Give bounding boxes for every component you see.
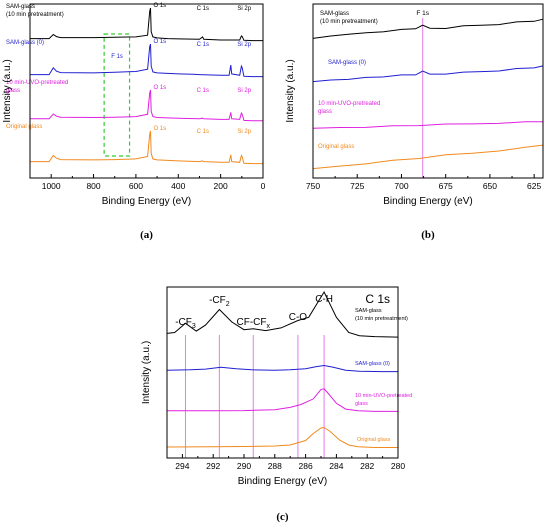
marker-label-main: -CF <box>209 295 226 306</box>
x-tick-label: 292 <box>206 461 220 471</box>
x-axis-label: Binding Energy (eV) <box>238 476 328 487</box>
x-tick-label: 675 <box>439 181 453 191</box>
peak-label: F 1s <box>111 54 123 60</box>
panel-label: (b) <box>421 229 435 241</box>
peak-label: Si 2p <box>237 42 251 48</box>
peak-label: O 1s <box>154 3 167 9</box>
x-tick-label: 284 <box>329 461 343 471</box>
series-label: (10 min pretreatment) <box>355 316 408 322</box>
peak-label: C 1s <box>197 42 209 48</box>
peak-label: O 1s <box>154 126 167 132</box>
panel-label: (a) <box>140 229 153 241</box>
y-axis-label: Intensity (a.u.) <box>2 59 13 122</box>
series-line <box>30 130 263 165</box>
marker-label-sub: 3 <box>192 323 196 330</box>
x-axis-label: Binding Energy (eV) <box>383 196 473 207</box>
x-tick-label: 200 <box>214 181 228 191</box>
x-tick-label: 400 <box>171 181 185 191</box>
axes-frame <box>312 3 544 179</box>
x-tick-label: 650 <box>483 181 497 191</box>
x-tick-label: 288 <box>268 461 282 471</box>
series-line <box>312 65 544 83</box>
marker-label-main: -CF <box>175 317 192 328</box>
x-tick-label: 600 <box>129 181 143 191</box>
marker-label-main: F 1s <box>416 10 429 17</box>
series-line <box>166 364 398 373</box>
marker-label: C-H <box>315 294 333 305</box>
series-label: SAM-glass (0) <box>355 361 390 367</box>
series-label: glass <box>355 401 368 407</box>
marker-label-sub: x <box>266 323 270 330</box>
x-tick-label: 282 <box>360 461 374 471</box>
peak-label: O 1s <box>154 85 167 91</box>
peak-label: C 1s <box>197 88 209 94</box>
x-tick-label: 800 <box>86 181 100 191</box>
x-tick-label: 294 <box>175 461 189 471</box>
x-tick-label: 725 <box>350 181 364 191</box>
chart-title: C 1s <box>365 292 390 306</box>
chart-panel-2: F 1s SAM-glass (10 min pretreatment) SAM-gl… <box>285 3 544 241</box>
peak-label: Si 2p <box>237 129 251 135</box>
series-line <box>166 290 399 338</box>
series-line <box>30 89 263 122</box>
x-axis-label: Binding Energy (eV) <box>102 196 192 207</box>
series-line <box>312 144 544 170</box>
highlight-box <box>103 33 131 157</box>
series-line <box>166 426 398 448</box>
axes-frame <box>166 286 399 459</box>
marker-label-sub: 2 <box>226 301 230 308</box>
series-label: glass <box>6 88 20 94</box>
peak-label: Si 2p <box>237 88 251 94</box>
marker-label: -CF3 <box>175 317 196 330</box>
series-line <box>312 18 544 39</box>
series-label: Original glass <box>357 437 391 443</box>
marker-label-main: C-O <box>289 312 308 323</box>
series-label: SAM-glass <box>320 11 349 17</box>
peak-label: O 1s <box>154 39 167 45</box>
x-tick-label: 1000 <box>42 181 61 191</box>
y-axis-label: Intensity (a.u.) <box>141 341 152 404</box>
peak-label: C 1s <box>197 129 209 135</box>
axes-frame <box>29 3 264 179</box>
series-label: 10 min-UVO-pretreated <box>355 393 412 399</box>
peak-label: C 1s <box>197 6 209 12</box>
marker-label: CF-CFx <box>236 317 270 330</box>
x-tick-label: 700 <box>394 181 408 191</box>
x-tick-label: 625 <box>527 181 541 191</box>
marker-label: C-O <box>289 312 308 323</box>
series-line <box>312 121 544 129</box>
series-line <box>30 7 263 42</box>
marker-label-main: C-H <box>315 294 333 305</box>
series-label: 10 min-UVO-pretreated <box>318 101 380 107</box>
series-label: Original glass <box>318 144 354 150</box>
marker-label: F 1s <box>416 10 429 17</box>
panel-label: (c) <box>276 511 289 523</box>
chart-panel-1: SAM-glass (10 min pretreatment) O 1s C 1s Si… <box>2 3 266 241</box>
series-label: SAM-glass <box>6 4 35 10</box>
series-label: 10 min-UVO-pretreated <box>6 80 68 86</box>
x-tick-label: 750 <box>306 181 320 191</box>
x-tick-label: 286 <box>299 461 313 471</box>
series-line <box>30 43 263 78</box>
series-label: SAM-glass (0) <box>328 60 366 66</box>
marker-label: -CF2 <box>209 295 230 308</box>
series-line <box>167 388 398 412</box>
series-label: (10 min pretreatment) <box>320 19 378 25</box>
series-label: SAM-glass (0) <box>6 40 44 46</box>
x-tick-label: 0 <box>261 181 266 191</box>
x-tick-label: 280 <box>391 461 405 471</box>
series-label: SAM-glass <box>355 308 382 314</box>
y-axis-label: Intensity (a.u.) <box>285 59 296 122</box>
series-label: (10 min pretreatment) <box>6 12 64 18</box>
x-tick-label: 290 <box>237 461 251 471</box>
series-label: glass <box>318 109 332 115</box>
peak-label: Si 2p <box>237 6 251 12</box>
marker-label-main: CF-CF <box>236 317 266 328</box>
series-label: Original glass <box>6 124 42 130</box>
